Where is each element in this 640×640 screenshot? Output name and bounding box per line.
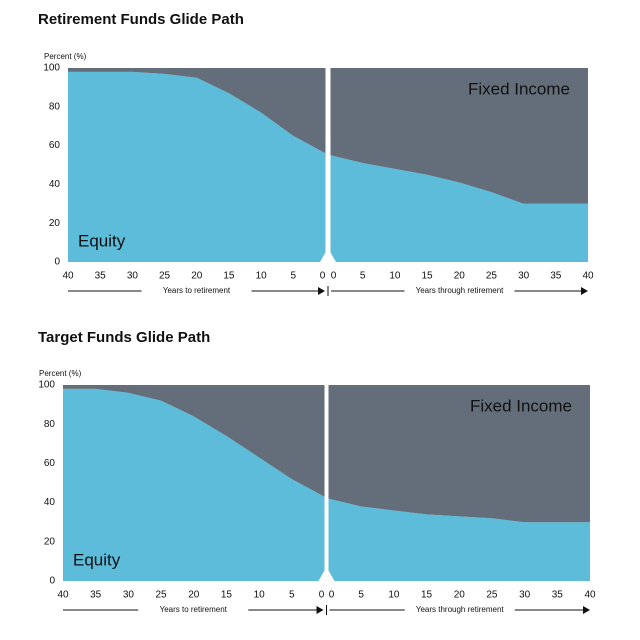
x-tick-label: 0 [320,271,326,282]
x-tick-label: 10 [388,590,400,601]
x-tick-label: 35 [550,271,562,282]
x-tick-label: 35 [552,590,564,601]
y-tick-label: 80 [49,101,61,112]
area [328,498,590,581]
area [328,385,590,523]
x-tick-label: 0 [331,271,337,282]
area [330,68,588,204]
area [68,71,326,262]
x-axis-label: Years through retirement [416,286,505,295]
x-tick-label: 25 [156,590,168,601]
y-tick-label: 40 [44,497,56,508]
x-tick-label: 25 [159,271,171,282]
arrow-head [318,287,325,295]
x-tick-label: 35 [90,590,102,601]
y-tick-label: 20 [49,218,61,229]
series-label: Equity [73,550,121,569]
y-tick-label: 100 [43,63,60,74]
label-bg [138,604,249,616]
x-tick-label: 40 [582,271,594,282]
y-tick-label: 100 [38,380,55,391]
area [68,68,326,154]
series-label: Fixed Income [470,396,572,415]
x-tick-label: 20 [454,271,466,282]
x-axis-label: Years to retirement [163,286,231,295]
x-tick-label: 20 [191,271,203,282]
y-axis-label: Percent (%) [39,369,82,378]
x-tick-label: 15 [422,271,434,282]
area [330,155,588,262]
y-tick-label: 20 [44,536,56,547]
x-tick-label: 30 [123,590,135,601]
x-tick-label: 0 [319,590,325,601]
x-tick-label: 40 [62,271,74,282]
x-tick-label: 30 [519,590,531,601]
divider-notch [320,248,336,262]
x-tick-label: 15 [221,590,233,601]
x-tick-label: 10 [389,271,401,282]
x-tick-label: 5 [358,590,364,601]
arrow-head [316,606,324,614]
label-bg [404,285,515,297]
x-tick-label: 35 [95,271,107,282]
x-tick-label: 20 [454,590,466,601]
y-tick-label: 80 [44,419,56,430]
chart-title: Target Funds Glide Path [38,329,210,346]
series-label: Fixed Income [468,79,570,98]
x-tick-label: 15 [223,271,235,282]
area [63,388,325,581]
arrow-head [583,606,590,614]
y-tick-label: 60 [49,140,61,151]
divider-notch [318,567,335,581]
label-bg [404,604,515,616]
y-tick-label: 60 [44,458,56,469]
x-tick-label: 15 [421,590,433,601]
y-axis-label: Percent (%) [44,52,87,61]
x-tick-label: 40 [57,590,69,601]
x-tick-label: 30 [127,271,139,282]
x-tick-label: 5 [360,271,366,282]
label-bg [141,285,252,297]
x-tick-label: 5 [289,590,295,601]
series-label: Equity [78,231,126,250]
x-tick-label: 30 [518,271,530,282]
x-tick-label: 40 [584,590,596,601]
chart-title: Retirement Funds Glide Path [38,11,244,28]
x-axis-label: Years through retirement [416,605,505,614]
x-tick-label: 20 [188,590,200,601]
arrow-head [581,287,588,295]
x-tick-label: 0 [329,590,335,601]
y-tick-label: 0 [54,257,60,268]
x-tick-label: 10 [254,590,266,601]
x-axis-label: Years to retirement [160,605,228,614]
y-tick-label: 40 [49,179,61,190]
area [63,385,325,497]
x-tick-label: 10 [256,271,268,282]
x-tick-label: 5 [291,271,297,282]
x-tick-label: 25 [486,590,498,601]
y-tick-label: 0 [49,576,55,587]
x-tick-label: 25 [486,271,498,282]
